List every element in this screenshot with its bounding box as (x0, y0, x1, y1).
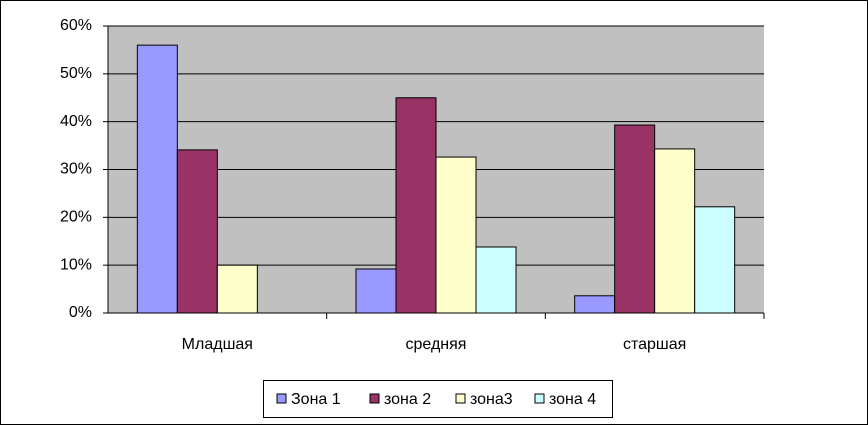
y-tick-label: 10% (60, 256, 92, 273)
legend-swatch (369, 393, 380, 404)
legend-swatch (455, 393, 466, 404)
legend-swatch (276, 393, 287, 404)
legend-label: зона3 (470, 391, 513, 408)
legend-swatch (534, 393, 545, 404)
legend-label: Зона 1 (291, 391, 341, 408)
bar (654, 148, 696, 314)
legend-box (263, 380, 613, 418)
bar (614, 124, 656, 314)
y-tick-label: 60% (60, 17, 92, 34)
y-tick-label: 40% (60, 113, 92, 130)
y-tick-label: 30% (60, 161, 92, 178)
bar (355, 268, 397, 314)
bar (176, 149, 218, 314)
x-tick-label: Младшая (182, 336, 253, 353)
bar (475, 246, 517, 314)
x-tick-label: старшая (623, 336, 686, 353)
bar (435, 156, 477, 314)
bar (216, 264, 258, 314)
y-tick-label: 50% (60, 65, 92, 82)
bar (136, 44, 178, 314)
y-tick-label: 20% (60, 209, 92, 226)
legend-label: зона 2 (384, 391, 431, 408)
bar (694, 206, 736, 314)
legend-label: зона 4 (549, 391, 596, 408)
x-tick-label: средняя (406, 336, 467, 353)
bar (574, 295, 616, 314)
y-tick-label: 0% (69, 304, 92, 321)
bar (395, 97, 437, 314)
